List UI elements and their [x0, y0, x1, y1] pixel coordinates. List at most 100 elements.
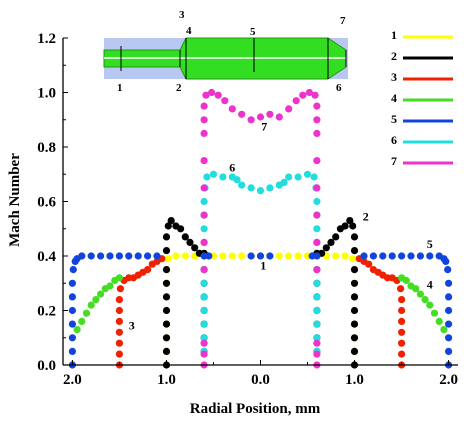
point-series-4-16 [426, 301, 434, 309]
series-5 [68, 252, 453, 369]
legend-label-3: 3 [391, 70, 397, 84]
point-series-7-21 [285, 105, 293, 113]
point-series-2-5 [162, 293, 171, 301]
point-series-6-26 [310, 173, 318, 181]
point-series-3-2 [115, 339, 123, 347]
annotation-6: 6 [229, 161, 235, 175]
point-series-7-5 [200, 211, 208, 219]
point-series-2-4 [162, 306, 171, 315]
annotation-4: 4 [427, 278, 433, 292]
point-series-7-6 [200, 184, 208, 192]
point-series-2-44 [350, 266, 359, 274]
annotation-5: 5 [427, 237, 433, 251]
inset-label-4: 4 [186, 25, 192, 37]
point-series-2-10 [164, 222, 172, 230]
point-series-7-18 [256, 113, 265, 121]
point-series-5-14 [115, 252, 123, 260]
point-series-3-30 [398, 328, 406, 336]
point-series-4-17 [430, 309, 439, 317]
point-series-5-37 [444, 266, 452, 274]
point-series-4-19 [440, 326, 448, 334]
point-series-1-10 [181, 252, 189, 260]
point-series-7-29 [313, 157, 321, 165]
point-series-6-8 [200, 225, 208, 233]
point-series-3-31 [398, 339, 406, 347]
point-series-7-33 [313, 266, 321, 274]
point-series-2-49 [350, 334, 359, 342]
point-series-2-1 [162, 347, 171, 355]
point-series-3-28 [398, 306, 406, 315]
point-series-6-5 [200, 279, 208, 287]
point-series-7-15 [228, 105, 236, 113]
point-series-7-19 [266, 110, 274, 118]
point-series-7-1 [200, 350, 208, 358]
point-series-5-43 [445, 347, 453, 355]
series-7 [200, 88, 321, 369]
point-series-5-31 [407, 252, 415, 260]
point-series-4-13 [412, 285, 420, 293]
inset-label-3: 3 [179, 9, 185, 21]
point-series-1-22 [294, 252, 302, 260]
point-series-2-40 [346, 217, 354, 225]
y-tick-label-2: 0.4 [37, 249, 56, 265]
point-series-6-33 [313, 279, 321, 287]
point-series-5-25 [313, 252, 321, 260]
point-series-2-2 [162, 334, 171, 342]
point-series-7-2 [200, 339, 208, 347]
point-series-7-20 [275, 113, 283, 121]
inset-label-2: 2 [176, 82, 182, 94]
point-series-5-42 [445, 334, 453, 342]
point-series-2-37 [332, 233, 340, 241]
point-series-2-39 [341, 222, 349, 230]
point-series-5-22 [256, 252, 265, 260]
series-3 [115, 255, 406, 369]
point-series-3-1 [115, 350, 123, 358]
point-series-5-32 [416, 252, 424, 260]
legend-label-7: 7 [391, 154, 397, 168]
point-series-5-15 [125, 252, 133, 260]
point-series-3-27 [398, 296, 406, 304]
point-series-6-1 [200, 334, 208, 342]
point-series-5-39 [445, 293, 453, 301]
series-4 [73, 274, 448, 334]
series-2 [162, 217, 359, 369]
inset-label-6: 6 [336, 82, 342, 94]
point-series-2-50 [350, 347, 359, 355]
point-series-2-3 [162, 320, 171, 328]
point-series-6-36 [313, 320, 321, 328]
point-series-7-7 [200, 157, 208, 165]
point-series-6-30 [313, 225, 321, 233]
point-series-6-13 [209, 170, 218, 178]
point-series-7-4 [200, 238, 208, 246]
point-series-2-7 [162, 266, 171, 274]
point-series-7-16 [238, 110, 246, 118]
annotation-1: 1 [260, 259, 266, 273]
point-series-6-22 [280, 178, 288, 186]
point-series-5-38 [445, 279, 453, 287]
point-series-3-4 [115, 317, 123, 325]
point-series-5-16 [134, 252, 142, 260]
point-series-2-42 [350, 233, 359, 241]
point-series-6-4 [200, 293, 208, 301]
legend-label-5: 5 [391, 112, 397, 126]
point-series-2-16 [191, 244, 199, 252]
y-tick-label-0: 0.0 [37, 358, 56, 374]
point-series-5-21 [247, 252, 255, 260]
point-series-6-2 [200, 320, 208, 328]
point-series-2-8 [162, 247, 171, 255]
point-series-5-7 [69, 266, 77, 274]
y-tick-label-4: 0.8 [37, 140, 56, 156]
point-series-7-17 [247, 116, 255, 124]
point-series-3-6 [115, 296, 123, 304]
point-series-3-5 [115, 306, 123, 315]
point-series-5-4 [68, 306, 76, 315]
point-series-7-28 [313, 129, 321, 137]
point-series-5-5 [68, 293, 76, 301]
point-series-1-28 [349, 255, 357, 263]
point-series-5-18 [153, 252, 161, 260]
point-series-5-28 [379, 252, 387, 260]
legend-label-2: 2 [391, 49, 397, 63]
point-series-5-11 [87, 252, 95, 260]
point-series-7-24 [305, 88, 313, 97]
